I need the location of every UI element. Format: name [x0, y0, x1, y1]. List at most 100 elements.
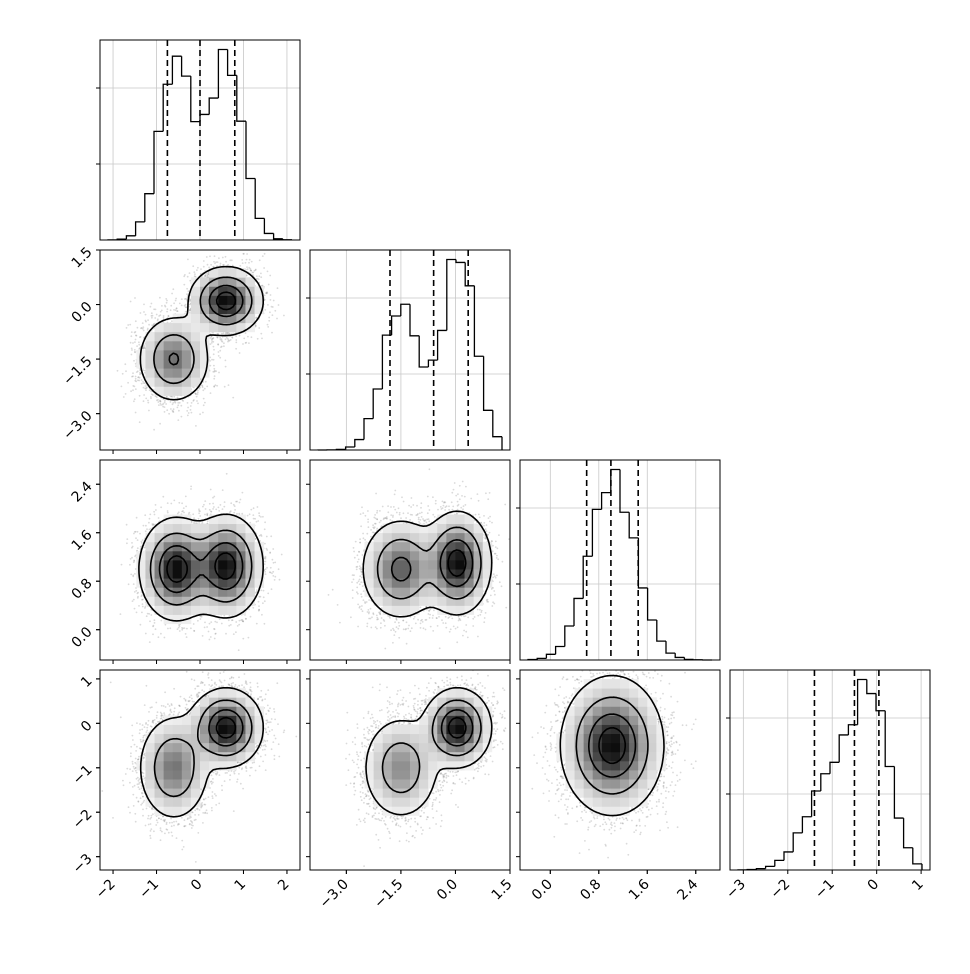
sample-point [186, 414, 189, 417]
sample-point [180, 404, 183, 407]
sample-point [214, 262, 216, 265]
sample-point [258, 275, 261, 278]
sample-point [193, 399, 195, 401]
sample-point [220, 345, 223, 348]
sample-point [225, 332, 228, 335]
sample-point [277, 304, 280, 306]
sample-point [213, 260, 215, 263]
sample-point [202, 411, 204, 414]
sample-point [251, 271, 254, 274]
sample-point [197, 389, 199, 392]
sample-point [131, 375, 133, 378]
sample-point [201, 275, 203, 278]
sample-point [138, 341, 140, 344]
sample-point [216, 336, 219, 339]
sample-point [172, 408, 175, 411]
sample-point [166, 409, 169, 412]
sample-point [217, 351, 220, 353]
sample-point [243, 337, 246, 340]
sample-point [202, 404, 205, 407]
sample-point [134, 351, 136, 353]
sample-point [248, 342, 250, 344]
sample-point [181, 399, 184, 402]
sample-point [216, 332, 219, 335]
sample-point [213, 385, 216, 388]
sample-point [143, 369, 146, 372]
sample-point [182, 400, 185, 402]
sample-point [124, 363, 127, 366]
sample-point [183, 304, 186, 307]
sample-point [256, 337, 259, 340]
sample-point [241, 262, 244, 264]
sample-point [209, 255, 211, 258]
sample-point [209, 343, 212, 345]
sample-point [200, 378, 203, 381]
sample-point [260, 276, 263, 279]
sample-point [142, 380, 144, 383]
sample-point [219, 338, 222, 341]
sample-point [133, 349, 136, 351]
sample-point [242, 343, 244, 345]
sample-point [161, 403, 164, 406]
sample-point [159, 400, 162, 403]
sample-point [246, 268, 249, 271]
sample-point [162, 321, 165, 323]
sample-point [254, 325, 257, 328]
sample-point [145, 397, 148, 400]
sample-point [162, 315, 165, 317]
sample-point [189, 311, 191, 314]
sample-point [169, 309, 172, 312]
sample-point [158, 315, 161, 317]
sample-point [218, 257, 220, 260]
sample-point [269, 274, 272, 277]
sample-point [212, 358, 215, 361]
sample-point [267, 326, 270, 328]
sample-point [171, 409, 174, 412]
sample-point [141, 322, 144, 324]
sample-point [265, 292, 268, 295]
sample-point [177, 419, 180, 421]
sample-point [238, 334, 241, 337]
sample-point [217, 333, 220, 335]
sample-point [175, 307, 178, 309]
sample-point [156, 399, 158, 402]
sample-point [150, 397, 152, 400]
sample-point [143, 311, 145, 313]
sample-point [148, 389, 151, 392]
sample-point [172, 410, 175, 413]
sample-point [212, 337, 214, 340]
sample-point [146, 329, 149, 331]
sample-point [177, 402, 180, 404]
sample-point [276, 317, 278, 320]
sample-point [125, 370, 127, 373]
sample-point [173, 309, 175, 311]
sample-point [138, 421, 141, 424]
sample-point [172, 411, 175, 413]
sample-point [204, 274, 207, 276]
sample-point [202, 397, 205, 400]
sample-point [231, 332, 233, 335]
sample-point [149, 305, 152, 308]
sample-point [217, 343, 220, 346]
sample-point [150, 312, 153, 315]
sample-point [269, 311, 271, 314]
sample-point [163, 406, 166, 408]
sample-point [219, 336, 222, 339]
sample-point [204, 401, 206, 404]
sample-point [116, 369, 119, 372]
sample-point [222, 264, 224, 266]
sample-point [138, 343, 141, 346]
sample-point [135, 334, 138, 337]
sample-point [143, 345, 146, 348]
sample-point [197, 266, 199, 269]
sample-point [209, 392, 212, 394]
sample-point [258, 327, 261, 329]
sample-point [247, 335, 249, 338]
sample-point [132, 372, 134, 375]
sample-point [205, 272, 208, 275]
sample-point [263, 298, 266, 301]
sample-point [134, 320, 137, 323]
sample-point [209, 364, 212, 367]
sample-point [204, 274, 207, 277]
sample-point [221, 256, 224, 259]
